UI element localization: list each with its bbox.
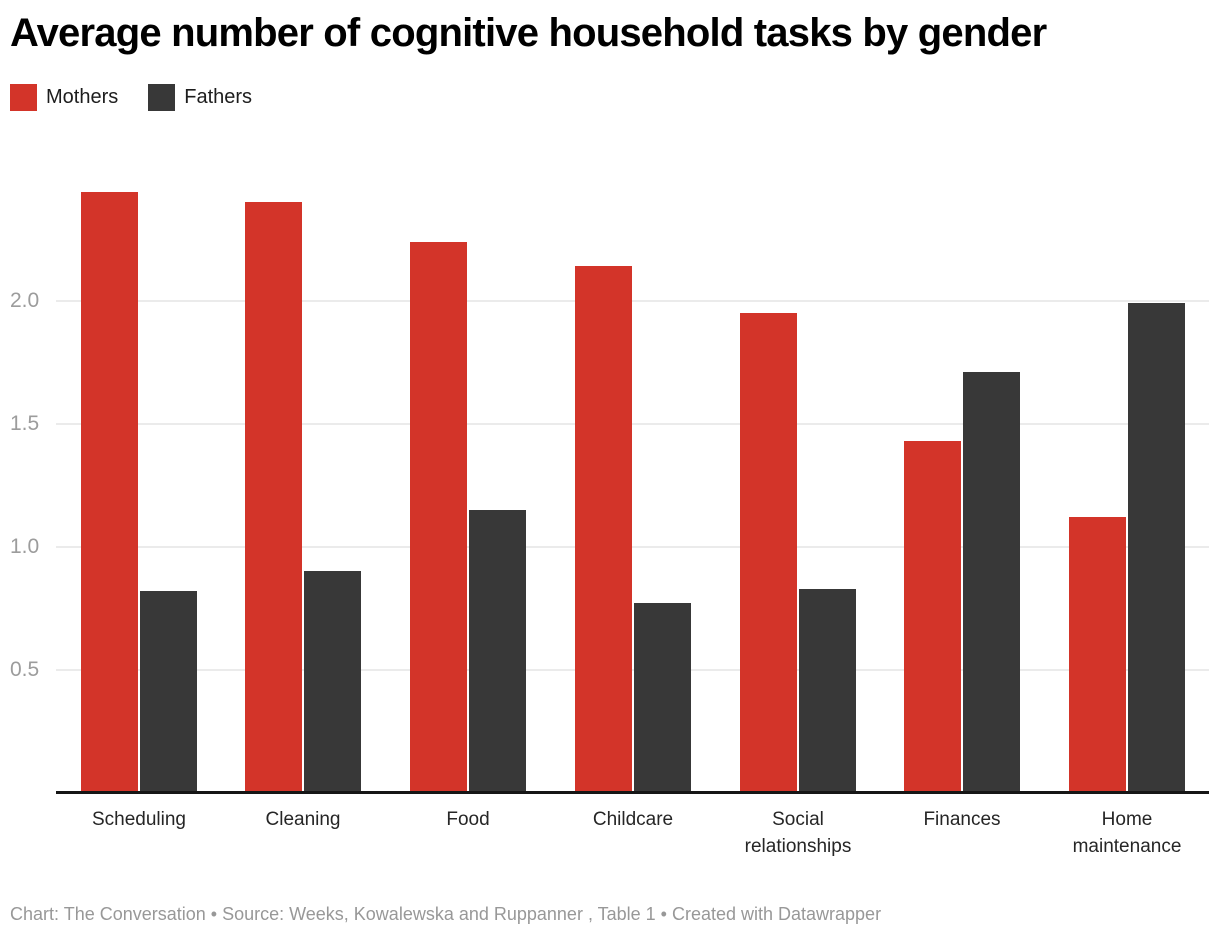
gridline-2.0: [56, 300, 1209, 302]
x-axis-line: [56, 791, 1209, 794]
x-tick-label-food: Food: [446, 809, 490, 830]
legend-item-mothers: Mothers: [10, 84, 118, 111]
gridline-1.0: [56, 546, 1209, 548]
bar-social-relationships-mothers: [740, 313, 797, 793]
x-tick-label-childcare: Childcare: [592, 809, 674, 830]
x-tick-label-finances: Finances: [923, 809, 1001, 830]
bar-cleaning-mothers: [245, 202, 302, 793]
legend-swatch-mothers: [10, 84, 37, 111]
legend-label-fathers: Fathers: [184, 86, 253, 108]
bar-home-maintenance-fathers: [1128, 303, 1185, 793]
gridline-0.5: [56, 669, 1209, 671]
bar-finances-fathers: [963, 372, 1020, 793]
y-tick-label-1.5: 1.5: [10, 412, 40, 435]
bar-food-fathers: [469, 510, 526, 793]
legend-item-fathers: Fathers: [148, 84, 252, 111]
bar-childcare-mothers: [575, 266, 632, 793]
bar-childcare-fathers: [634, 603, 691, 793]
bar-home-maintenance-mothers: [1069, 517, 1126, 793]
x-tick-label-home-maintenance: Home maintenance: [1072, 809, 1182, 857]
x-tick-label-cleaning: Cleaning: [265, 809, 341, 830]
legend: Mothers Fathers: [10, 84, 282, 111]
bar-scheduling-fathers: [140, 591, 197, 793]
x-tick-label-scheduling: Scheduling: [91, 809, 187, 830]
gridline-1.5: [56, 423, 1209, 425]
bar-scheduling-mothers: [81, 192, 138, 793]
bar-finances-mothers: [904, 441, 961, 793]
chart-title: Average number of cognitive household ta…: [10, 11, 1047, 55]
x-tick-label-social-relationships: Social relationships: [744, 809, 852, 857]
y-tick-label-1.0: 1.0: [10, 535, 40, 558]
chart-footer: Chart: The Conversation • Source: Weeks,…: [10, 904, 882, 924]
y-tick-label-0.5: 0.5: [10, 658, 40, 681]
y-tick-label-2.0: 2.0: [10, 289, 40, 312]
bar-cleaning-fathers: [304, 571, 361, 793]
bar-food-mothers: [410, 242, 467, 793]
legend-swatch-fathers: [148, 84, 176, 111]
bar-social-relationships-fathers: [799, 589, 856, 793]
legend-label-mothers: Mothers: [46, 86, 119, 108]
